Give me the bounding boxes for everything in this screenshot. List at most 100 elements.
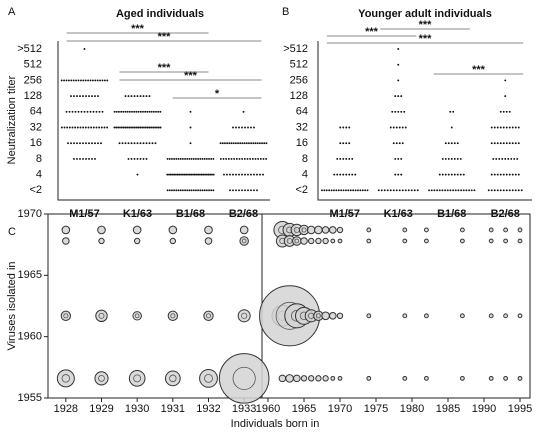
bubble bbox=[488, 375, 494, 381]
dot bbox=[339, 157, 342, 160]
dot bbox=[76, 157, 78, 160]
dot bbox=[97, 95, 99, 98]
y-tick-label: <2 bbox=[29, 184, 42, 196]
dot bbox=[232, 126, 234, 129]
x-tick-label: 1985 bbox=[436, 403, 460, 415]
dot bbox=[456, 157, 459, 160]
dot bbox=[490, 189, 493, 192]
dot bbox=[232, 173, 234, 176]
dot bbox=[122, 110, 125, 113]
dot bbox=[192, 173, 195, 176]
dot bbox=[97, 142, 99, 145]
significance-label: *** bbox=[365, 26, 379, 38]
dot bbox=[148, 142, 151, 145]
dot bbox=[389, 189, 392, 192]
dot bbox=[106, 126, 109, 129]
dot bbox=[82, 142, 84, 145]
dot bbox=[250, 173, 252, 176]
dot bbox=[516, 157, 519, 160]
dot bbox=[226, 142, 229, 145]
y-tick-label: >512 bbox=[283, 43, 308, 55]
dot bbox=[407, 189, 410, 192]
dot bbox=[99, 79, 102, 82]
dot bbox=[207, 173, 210, 176]
dot bbox=[175, 157, 178, 160]
dot bbox=[80, 110, 83, 113]
y-tick-label: 32 bbox=[296, 121, 308, 133]
dot bbox=[504, 95, 507, 98]
dot bbox=[508, 189, 511, 192]
x-tick-label: 1990 bbox=[472, 403, 496, 415]
panel-title: Younger adult individuals bbox=[358, 8, 492, 20]
significance-label: *** bbox=[472, 64, 486, 76]
dot bbox=[498, 157, 501, 160]
dot bbox=[133, 157, 136, 160]
dot bbox=[505, 142, 508, 145]
dot bbox=[82, 157, 84, 160]
dot bbox=[83, 48, 86, 50]
dot bbox=[342, 189, 345, 192]
dot bbox=[395, 126, 398, 129]
dot bbox=[416, 189, 419, 192]
dot bbox=[201, 189, 204, 192]
dot bbox=[221, 142, 224, 145]
bubble-ring bbox=[170, 313, 176, 319]
dot bbox=[66, 126, 69, 129]
dot bbox=[130, 95, 133, 98]
dot bbox=[456, 173, 459, 176]
dot bbox=[345, 173, 348, 176]
bubble bbox=[517, 375, 523, 381]
dot bbox=[150, 110, 153, 113]
dot bbox=[457, 189, 460, 192]
x-tick-label: 1980 bbox=[400, 403, 424, 415]
dot bbox=[98, 126, 101, 129]
dot bbox=[253, 189, 255, 192]
dot bbox=[444, 157, 447, 160]
dot bbox=[75, 79, 78, 82]
dot bbox=[441, 173, 444, 176]
dot bbox=[244, 173, 246, 176]
dot bbox=[212, 173, 215, 176]
dot bbox=[204, 173, 207, 176]
dot bbox=[514, 173, 517, 176]
x-tick-label: 1970 bbox=[328, 403, 352, 415]
bubble bbox=[56, 369, 75, 388]
bubble bbox=[402, 227, 408, 233]
dot bbox=[517, 142, 520, 145]
dot bbox=[151, 142, 154, 145]
dot bbox=[208, 157, 210, 160]
dot bbox=[212, 157, 215, 160]
dot bbox=[203, 157, 206, 160]
dot bbox=[505, 126, 508, 129]
dot bbox=[94, 142, 96, 145]
bubble bbox=[315, 237, 322, 245]
dot bbox=[342, 157, 345, 160]
dot bbox=[124, 142, 127, 145]
dot bbox=[85, 142, 87, 145]
bubble bbox=[402, 238, 408, 244]
bubble bbox=[300, 375, 308, 382]
dot bbox=[397, 110, 400, 113]
dot bbox=[496, 142, 499, 145]
dot bbox=[230, 142, 233, 145]
dot bbox=[348, 142, 351, 145]
bubble bbox=[460, 227, 465, 233]
dot bbox=[70, 79, 73, 82]
dot bbox=[76, 142, 78, 145]
dot bbox=[168, 157, 171, 160]
x-tick-label: 1960 bbox=[256, 403, 280, 415]
x-tick-label: 1929 bbox=[89, 403, 113, 415]
dot bbox=[72, 79, 75, 82]
dot bbox=[90, 126, 93, 129]
dot bbox=[130, 142, 133, 145]
bubble bbox=[488, 313, 494, 319]
bubble bbox=[98, 237, 105, 245]
bubble bbox=[61, 225, 71, 235]
dot bbox=[198, 173, 201, 176]
dot bbox=[145, 142, 148, 145]
dot bbox=[401, 142, 404, 145]
dot bbox=[499, 142, 502, 145]
dot bbox=[85, 95, 87, 98]
dot bbox=[68, 110, 71, 113]
dot bbox=[136, 95, 139, 98]
